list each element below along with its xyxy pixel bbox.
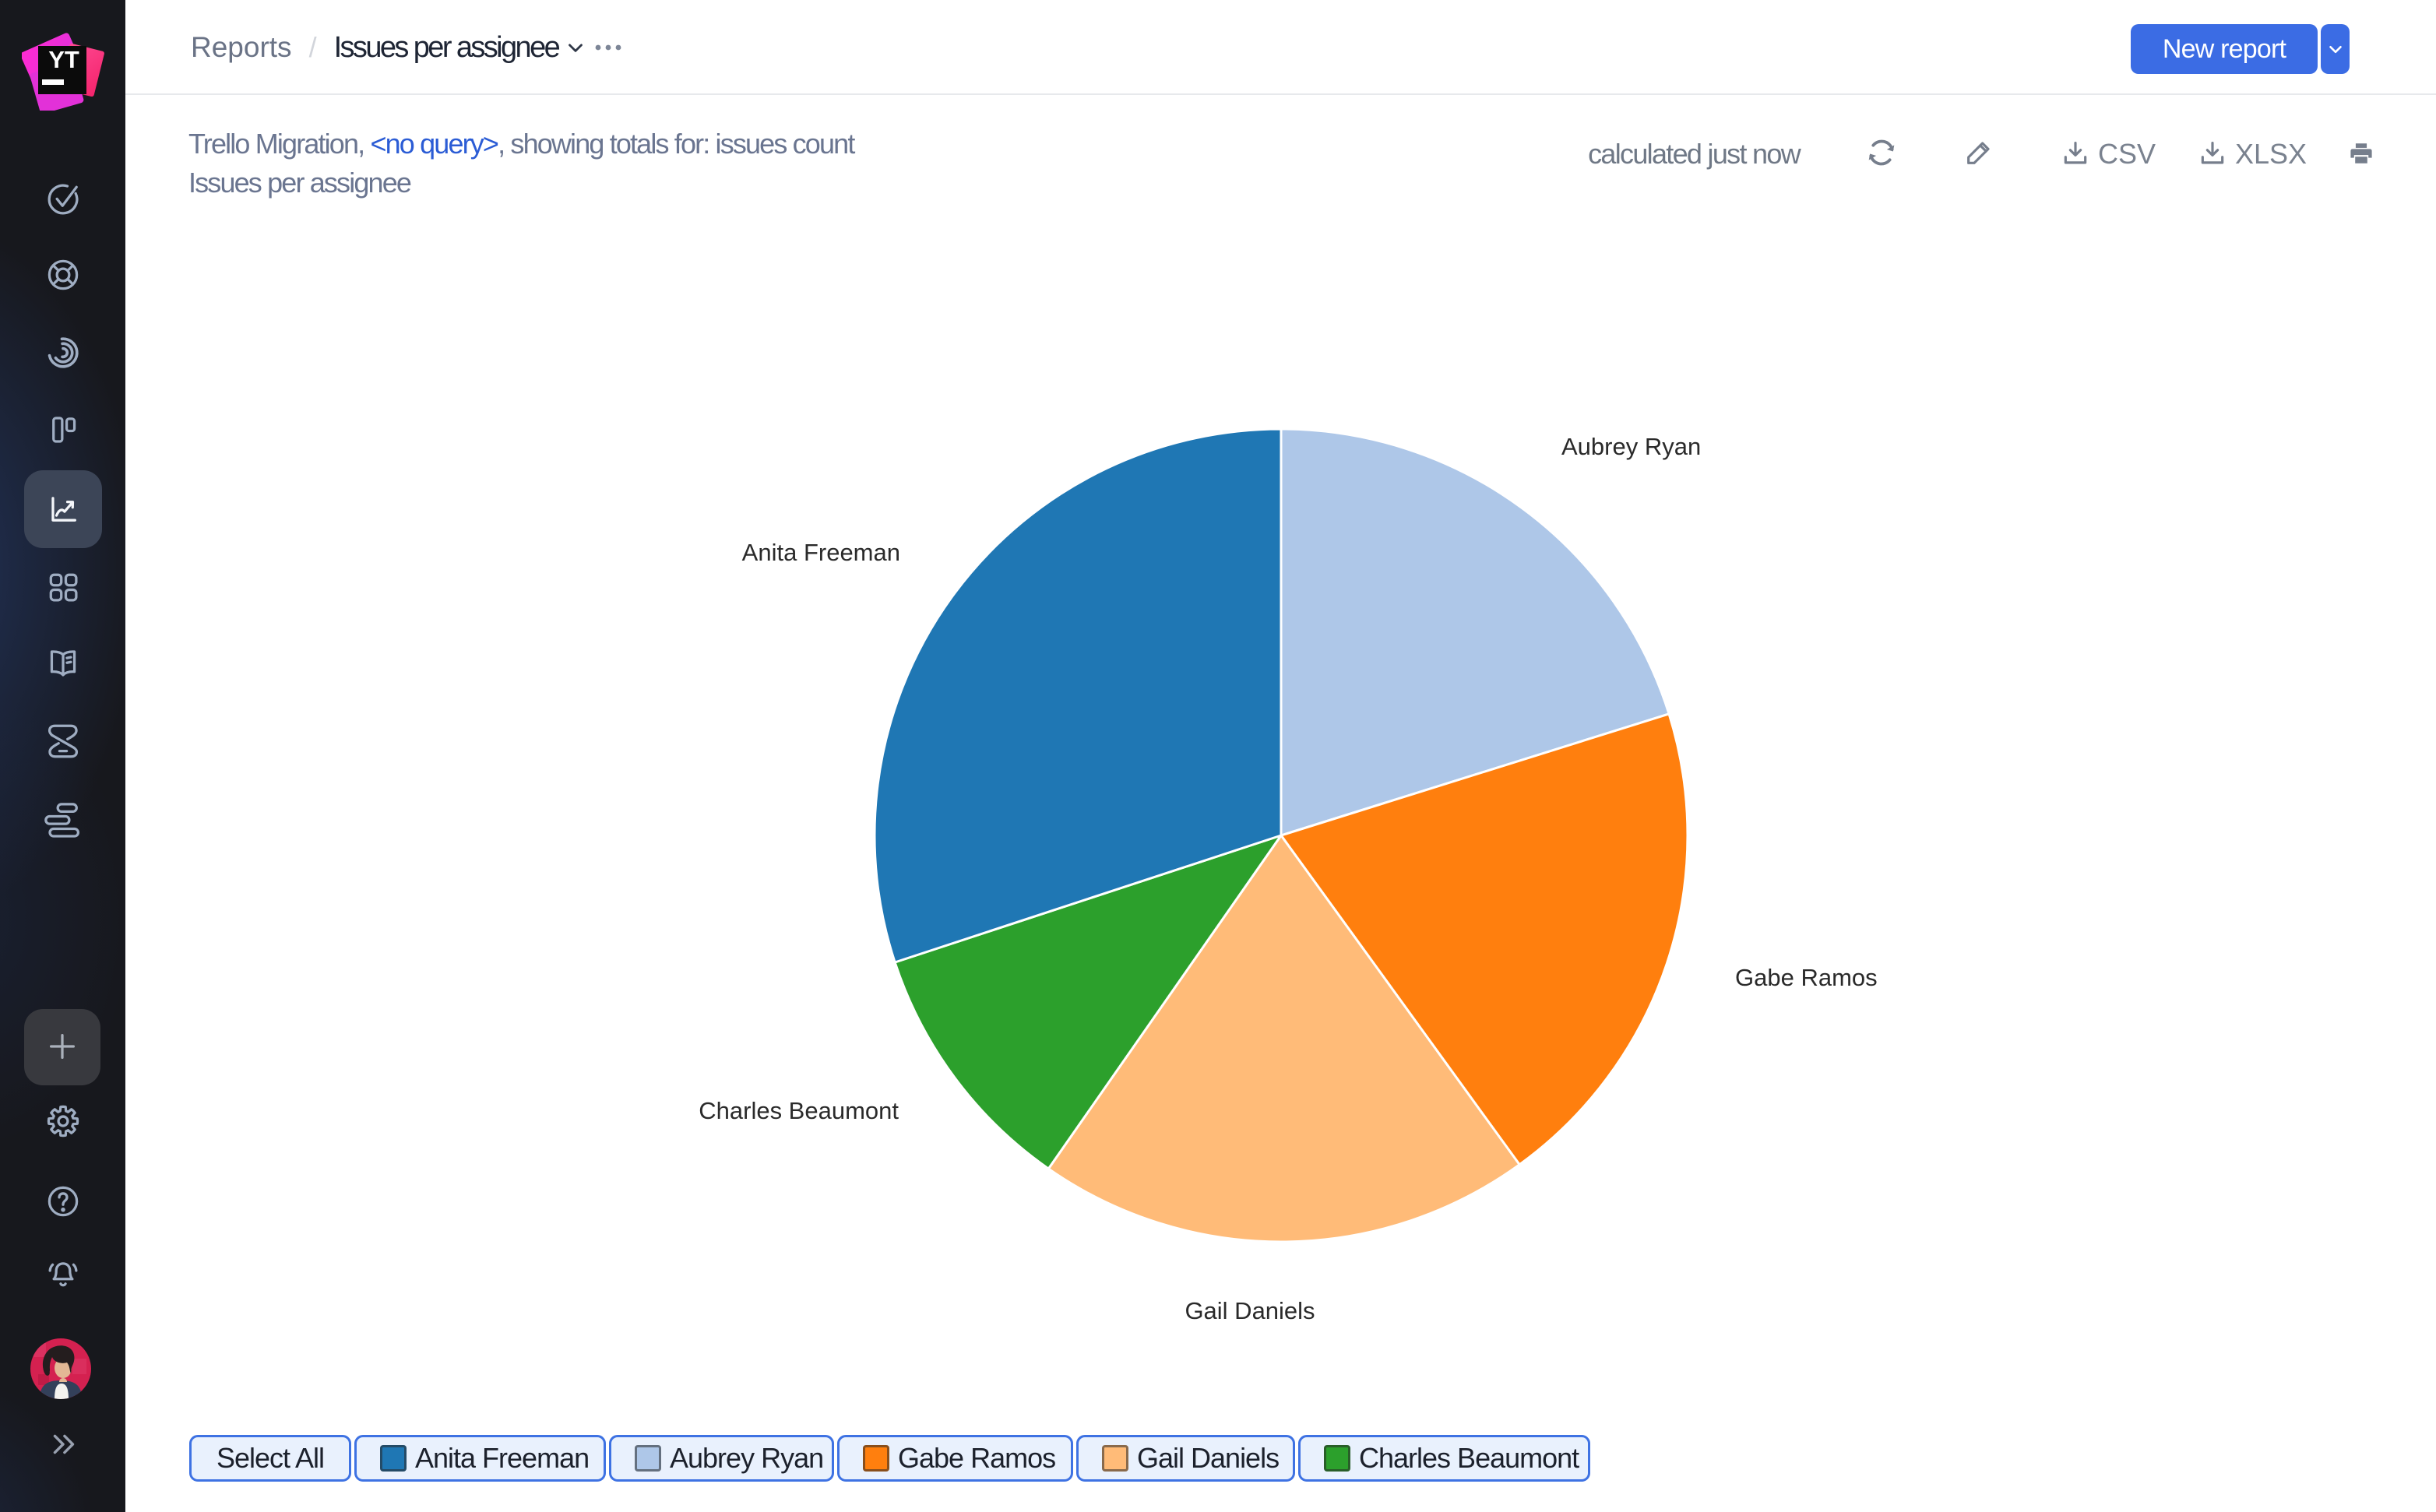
svg-text:Aubrey Ryan: Aubrey Ryan bbox=[1561, 433, 1701, 460]
svg-text:Charles Beaumont: Charles Beaumont bbox=[699, 1097, 899, 1124]
svg-text:Gabe Ramos: Gabe Ramos bbox=[1735, 964, 1878, 991]
svg-text:Gail Daniels: Gail Daniels bbox=[1185, 1297, 1315, 1324]
svg-text:YT: YT bbox=[48, 46, 79, 73]
svg-text:Anita Freeman: Anita Freeman bbox=[742, 539, 900, 566]
